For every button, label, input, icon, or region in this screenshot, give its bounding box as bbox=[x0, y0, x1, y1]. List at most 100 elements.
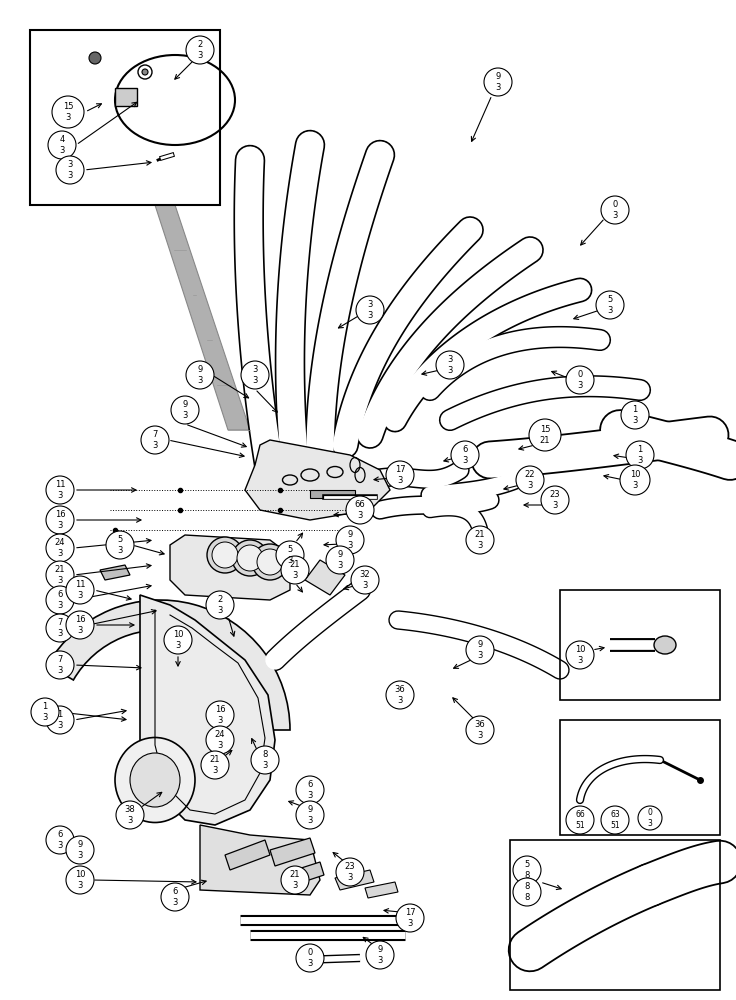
Bar bbox=[30, 30, 220, 205]
Circle shape bbox=[626, 441, 654, 469]
Text: 1
3: 1 3 bbox=[42, 702, 48, 722]
Text: 6
3: 6 3 bbox=[57, 830, 63, 850]
Text: 2
3: 2 3 bbox=[197, 40, 202, 60]
Text: 7
3: 7 3 bbox=[152, 430, 158, 450]
Polygon shape bbox=[170, 535, 290, 600]
Text: 21
3: 21 3 bbox=[475, 530, 485, 550]
Circle shape bbox=[52, 96, 84, 128]
Circle shape bbox=[281, 556, 309, 584]
Text: 6
3: 6 3 bbox=[57, 590, 63, 610]
Text: 36
3: 36 3 bbox=[475, 720, 485, 740]
Circle shape bbox=[206, 726, 234, 754]
Circle shape bbox=[66, 611, 94, 639]
Text: 66
3: 66 3 bbox=[355, 500, 365, 520]
Polygon shape bbox=[155, 205, 250, 430]
Text: 15
3: 15 3 bbox=[63, 102, 74, 122]
Text: 16
3: 16 3 bbox=[54, 510, 66, 530]
Circle shape bbox=[466, 526, 494, 554]
Text: 9
3: 9 3 bbox=[183, 400, 188, 420]
Text: 16
3: 16 3 bbox=[74, 615, 85, 635]
Circle shape bbox=[513, 878, 541, 906]
Text: 21
3: 21 3 bbox=[290, 870, 300, 890]
Text: 0
3: 0 3 bbox=[648, 808, 652, 828]
Text: 6
3: 6 3 bbox=[308, 780, 313, 800]
Circle shape bbox=[276, 541, 304, 569]
Text: 1
3: 1 3 bbox=[57, 710, 63, 730]
Circle shape bbox=[513, 856, 541, 884]
Text: 38
3: 38 3 bbox=[124, 805, 135, 825]
Text: 21
3: 21 3 bbox=[54, 565, 66, 585]
Text: 11
3: 11 3 bbox=[54, 480, 66, 500]
Text: 21
3: 21 3 bbox=[290, 560, 300, 580]
Circle shape bbox=[451, 441, 479, 469]
Ellipse shape bbox=[130, 753, 180, 807]
Text: 15
21: 15 21 bbox=[539, 425, 551, 445]
Text: 63
51: 63 51 bbox=[610, 810, 620, 830]
Text: 23
3: 23 3 bbox=[344, 862, 355, 882]
Text: 6
3: 6 3 bbox=[172, 887, 177, 907]
Polygon shape bbox=[305, 560, 345, 595]
Text: 3
3: 3 3 bbox=[447, 355, 453, 375]
Text: 8
8: 8 8 bbox=[524, 882, 530, 902]
Circle shape bbox=[201, 751, 229, 779]
Circle shape bbox=[620, 465, 650, 495]
Circle shape bbox=[356, 296, 384, 324]
Circle shape bbox=[296, 801, 324, 829]
Circle shape bbox=[638, 806, 662, 830]
Text: 22
3: 22 3 bbox=[525, 470, 535, 490]
Circle shape bbox=[326, 546, 354, 574]
Text: 7
3: 7 3 bbox=[57, 655, 63, 675]
Circle shape bbox=[232, 540, 268, 576]
Text: 0
3: 0 3 bbox=[308, 948, 313, 968]
Circle shape bbox=[138, 65, 152, 79]
Circle shape bbox=[252, 544, 288, 580]
Circle shape bbox=[48, 131, 76, 159]
Circle shape bbox=[436, 351, 464, 379]
Text: 3
3: 3 3 bbox=[252, 365, 258, 385]
Circle shape bbox=[541, 486, 569, 514]
Text: 11
3: 11 3 bbox=[75, 580, 85, 600]
Circle shape bbox=[596, 291, 624, 319]
Text: 21
3: 21 3 bbox=[210, 755, 220, 775]
Circle shape bbox=[251, 746, 279, 774]
Circle shape bbox=[516, 466, 544, 494]
Circle shape bbox=[566, 366, 594, 394]
Circle shape bbox=[66, 866, 94, 894]
Text: 24
3: 24 3 bbox=[54, 538, 66, 558]
Circle shape bbox=[46, 614, 74, 642]
Polygon shape bbox=[295, 862, 324, 883]
Circle shape bbox=[46, 651, 74, 679]
Circle shape bbox=[31, 698, 59, 726]
Text: 9
3: 9 3 bbox=[197, 365, 202, 385]
Text: 9
3: 9 3 bbox=[308, 805, 313, 825]
Text: 0
3: 0 3 bbox=[612, 200, 618, 220]
Polygon shape bbox=[200, 825, 320, 895]
Text: 8
3: 8 3 bbox=[262, 750, 268, 770]
Circle shape bbox=[186, 361, 214, 389]
Circle shape bbox=[484, 68, 512, 96]
Text: 5
3: 5 3 bbox=[607, 295, 612, 315]
Text: 10
3: 10 3 bbox=[75, 870, 85, 890]
Text: 36
3: 36 3 bbox=[394, 685, 406, 705]
Circle shape bbox=[601, 806, 629, 834]
Circle shape bbox=[206, 591, 234, 619]
Bar bbox=[560, 720, 720, 835]
Text: 3
3: 3 3 bbox=[67, 160, 73, 180]
Text: 9
3: 9 3 bbox=[337, 550, 343, 570]
Bar bbox=[115, 88, 137, 106]
Circle shape bbox=[566, 806, 594, 834]
Circle shape bbox=[336, 858, 364, 886]
Circle shape bbox=[386, 461, 414, 489]
Text: 5
8: 5 8 bbox=[524, 860, 530, 880]
Circle shape bbox=[296, 944, 324, 972]
Bar bbox=[560, 590, 720, 700]
Polygon shape bbox=[100, 565, 130, 580]
Bar bbox=[310, 490, 355, 498]
Circle shape bbox=[141, 426, 169, 454]
Text: 2
3: 2 3 bbox=[217, 595, 223, 615]
Circle shape bbox=[161, 883, 189, 911]
Circle shape bbox=[171, 396, 199, 424]
Circle shape bbox=[207, 537, 243, 573]
Text: 9
3: 9 3 bbox=[378, 945, 383, 965]
Text: 4
3: 4 3 bbox=[60, 135, 65, 155]
